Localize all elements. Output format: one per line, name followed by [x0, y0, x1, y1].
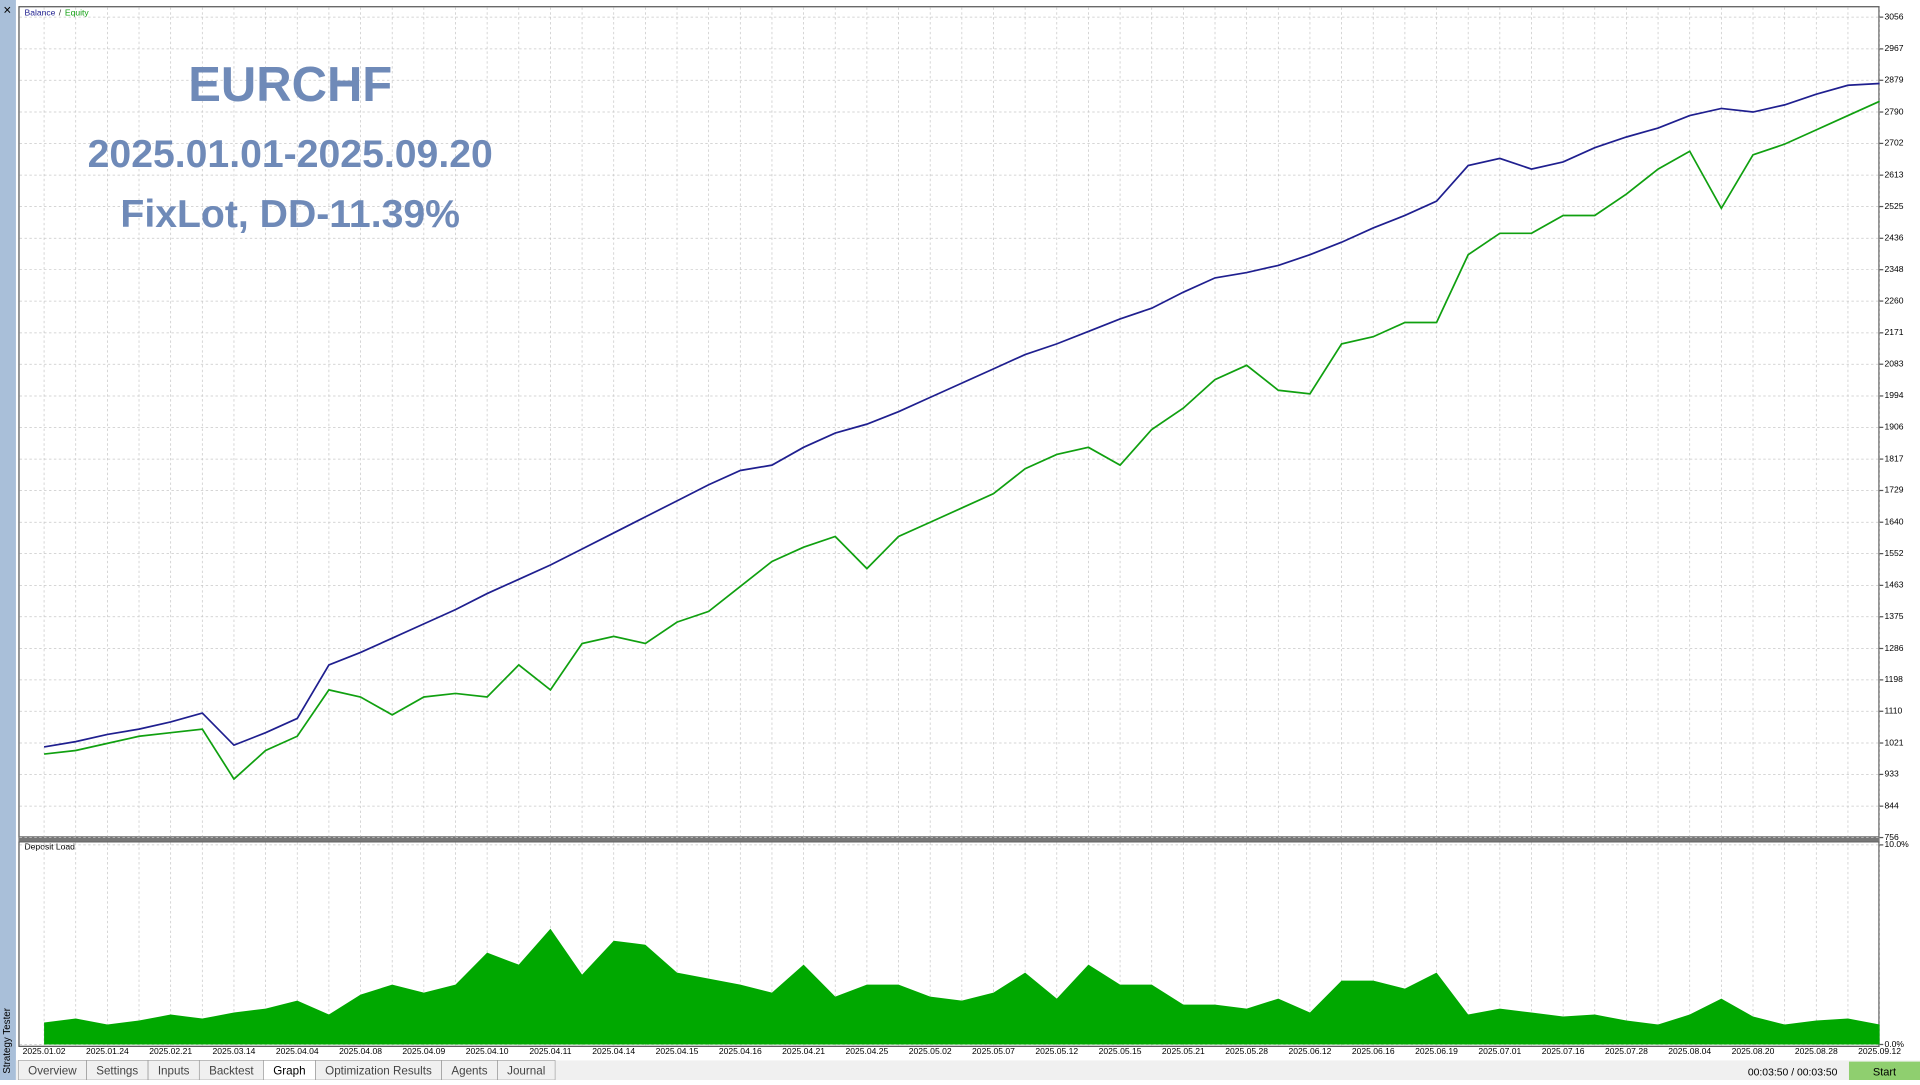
load-area	[44, 928, 1880, 1045]
tab[interactable]: Graph	[273, 1065, 305, 1078]
x-tick-label: 2025.04.16	[719, 1046, 762, 1056]
tab[interactable]: Agents	[451, 1065, 487, 1078]
y-tick-label: 844	[1884, 800, 1899, 810]
x-tick-label: 2025.01.24	[86, 1046, 129, 1056]
x-tick-label: 2025.06.12	[1289, 1046, 1332, 1056]
x-tick-label: 2025.07.16	[1542, 1046, 1585, 1056]
x-tick-label: 2025.05.02	[909, 1046, 952, 1056]
x-tick-label: 2025.01.02	[23, 1046, 66, 1056]
x-tick-label: 2025.05.07	[972, 1046, 1015, 1056]
side-panel	[0, 0, 16, 1080]
y-tick-label: 1552	[1884, 548, 1903, 558]
x-tick-label: 2025.04.08	[339, 1046, 382, 1056]
tab[interactable]: Overview	[28, 1065, 77, 1078]
x-tick-label: 2025.05.21	[1162, 1046, 1205, 1056]
close-button[interactable]: ×	[3, 3, 11, 18]
x-tick-label: 2025.07.01	[1478, 1046, 1521, 1056]
y-tick-label: 1198	[1884, 674, 1903, 684]
y-tick-label: 2613	[1884, 169, 1903, 179]
x-tick-label: 2025.05.15	[1099, 1046, 1142, 1056]
x-tick-label: 2025.08.28	[1795, 1046, 1838, 1056]
y-tick-label: 1729	[1884, 485, 1903, 495]
start-button-bg[interactable]	[1848, 1061, 1920, 1080]
y-tick-label: 1110	[1884, 706, 1902, 716]
y-tick-label: 2083	[1884, 358, 1903, 368]
y-tick-label: 2260	[1884, 295, 1903, 305]
y-tick-label: 2790	[1884, 106, 1903, 116]
y-tick-label: 1463	[1884, 580, 1903, 590]
y-tick-label: 2702	[1884, 138, 1903, 148]
x-tick-label: 2025.08.04	[1668, 1046, 1711, 1056]
x-tick-label: 2025.06.19	[1415, 1046, 1458, 1056]
start-button[interactable]: Start	[1873, 1067, 1896, 1079]
y-tick-label: 3056	[1884, 11, 1903, 21]
x-tick-label: 2025.03.14	[213, 1046, 256, 1056]
series-line	[43, 82, 1880, 748]
y-tick-label: 10.0%	[1884, 839, 1909, 849]
y-tick-label: 1286	[1884, 643, 1903, 653]
y-tick-label: 1994	[1884, 390, 1903, 400]
tab[interactable]: Inputs	[158, 1065, 190, 1078]
x-tick-label: 2025.04.15	[656, 1046, 699, 1056]
x-tick-label: 2025.04.09	[402, 1046, 445, 1056]
tab-bar	[15, 1060, 1920, 1080]
side-label: Strategy Tester	[2, 1007, 13, 1073]
y-tick-label: 1640	[1884, 516, 1903, 526]
x-tick-label: 2025.04.25	[845, 1046, 888, 1056]
tab[interactable]: Optimization Results	[325, 1065, 432, 1078]
load-title: Deposit Load	[24, 842, 75, 852]
chart-layer: 2025.01.02 2025.01.24 2025.02.21 2025.03.14…	[18, 7, 1909, 1081]
y-tick-label: 2879	[1884, 75, 1903, 85]
y-tick-label: 2525	[1884, 201, 1903, 211]
x-tick-label: 2025.04.14	[592, 1046, 635, 1056]
y-tick-label: 1906	[1884, 422, 1903, 432]
series-line	[43, 100, 1880, 781]
legend-equity: Equity	[65, 8, 90, 18]
y-tick-label: 1375	[1884, 611, 1903, 621]
y-tick-label: 2171	[1884, 327, 1903, 337]
x-tick-label: 2025.04.21	[782, 1046, 825, 1056]
y-tick-label: 933	[1884, 769, 1899, 779]
legend-balance: Balance	[24, 8, 55, 18]
x-tick-label: 2025.07.28	[1605, 1046, 1648, 1056]
x-tick-label: 2025.09.12	[1858, 1046, 1901, 1056]
timer: 00:03:50 / 00:03:50	[1748, 1067, 1838, 1078]
x-tick-label: 2025.04.10	[466, 1046, 509, 1056]
y-tick-label: 1021	[1884, 737, 1903, 747]
x-tick-label: 2025.06.16	[1352, 1046, 1395, 1056]
tab[interactable]: Backtest	[209, 1065, 254, 1078]
tab[interactable]: Journal	[507, 1065, 545, 1078]
y-tick-label: 0.0%	[1884, 1039, 1904, 1049]
load-frame	[18, 841, 1880, 1047]
tab[interactable]: Settings	[96, 1065, 138, 1078]
y-tick-label: 2348	[1884, 264, 1903, 274]
annotation: FixLot, DD-11.39%	[120, 193, 460, 236]
x-tick-label: 2025.02.21	[149, 1046, 192, 1056]
y-tick-label: 1817	[1884, 453, 1903, 463]
y-tick-label: 2436	[1884, 233, 1903, 243]
x-tick-label: 2025.05.12	[1035, 1046, 1078, 1056]
x-tick-label: 2025.05.28	[1225, 1046, 1268, 1056]
legend-separator: /	[59, 8, 62, 18]
annotation: 2025.01.01-2025.09.20	[88, 133, 493, 176]
y-tick-label: 756	[1884, 832, 1899, 842]
x-tick-label: 2025.04.11	[529, 1046, 571, 1056]
y-tick-label: 2967	[1884, 43, 1903, 53]
separator	[18, 836, 1880, 842]
x-tick-label: 2025.08.20	[1732, 1046, 1775, 1056]
annotation: EURCHF	[188, 58, 392, 112]
x-tick-label: 2025.04.04	[276, 1046, 319, 1056]
